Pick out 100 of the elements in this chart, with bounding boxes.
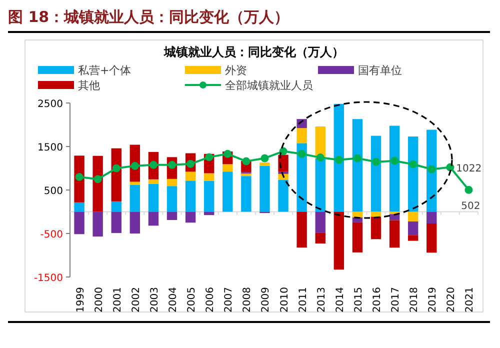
bar xyxy=(130,182,140,185)
x-tick-label: 1999 xyxy=(75,287,86,312)
point xyxy=(205,153,214,162)
x-tick-label: 2015 xyxy=(353,287,364,312)
bar xyxy=(241,176,252,212)
bar xyxy=(92,156,103,212)
legend-label: 其他 xyxy=(78,79,100,92)
x-tick-label: 2011 xyxy=(298,287,309,312)
chart-title: 图 18：城镇就业人员：同比变化（万人） xyxy=(8,8,290,26)
bar xyxy=(185,180,196,212)
bar xyxy=(408,235,418,241)
point xyxy=(112,164,120,172)
bar xyxy=(296,128,307,144)
point xyxy=(353,154,362,162)
bar xyxy=(222,164,233,172)
bar xyxy=(260,166,270,212)
bar xyxy=(352,222,363,252)
bar xyxy=(148,212,159,226)
legend-label: 外资 xyxy=(225,64,247,77)
bar xyxy=(148,184,159,212)
bar xyxy=(166,212,178,220)
point xyxy=(372,158,380,166)
bar xyxy=(389,126,400,212)
bar xyxy=(296,119,307,128)
bar xyxy=(148,179,159,184)
data-label: 1022 xyxy=(456,163,482,174)
point xyxy=(242,157,250,166)
bar xyxy=(408,136,418,212)
bar xyxy=(204,173,214,181)
x-tick-label: 2008 xyxy=(242,287,254,312)
x-tick-label: 2013 xyxy=(316,287,328,312)
point xyxy=(260,154,269,162)
y-tick-label: 500 xyxy=(44,186,63,197)
point xyxy=(334,156,343,164)
point xyxy=(130,162,139,170)
x-tick-label: 2014 xyxy=(334,287,346,312)
x-tick-label: 2004 xyxy=(168,287,179,312)
x-tick-label: 2018 xyxy=(409,287,420,312)
bar xyxy=(334,104,344,212)
bar xyxy=(352,119,363,212)
x-tick-label: 2010 xyxy=(279,287,290,312)
data-label: 502 xyxy=(461,200,480,212)
legend-label: 国有单位 xyxy=(358,64,402,77)
bar xyxy=(260,162,270,166)
x-tick-label: 2002 xyxy=(130,287,142,312)
point xyxy=(75,172,84,181)
bar xyxy=(296,143,307,212)
x-tick-label: 2017 xyxy=(390,287,402,312)
point xyxy=(409,160,418,168)
bar xyxy=(278,180,288,212)
bar xyxy=(426,223,437,253)
y-tick-label: 1500 xyxy=(38,142,63,154)
point xyxy=(316,154,324,162)
bar xyxy=(166,186,178,212)
bar xyxy=(296,212,307,248)
bar xyxy=(408,221,418,236)
bar xyxy=(278,154,288,172)
y-tick-label: -1500 xyxy=(34,273,63,284)
bar xyxy=(334,212,344,270)
chart-subtitle: 城镇就业人员：同比变化（万人） xyxy=(163,45,344,59)
bar xyxy=(74,212,84,234)
bar xyxy=(315,232,326,244)
x-tick-label: 2009 xyxy=(260,287,272,312)
bar xyxy=(389,220,400,248)
x-tick-label: 2001 xyxy=(112,287,124,312)
bar xyxy=(370,212,382,217)
x-tick-label: 2005 xyxy=(186,287,198,312)
bar xyxy=(370,216,382,240)
y-tick-label: -500 xyxy=(40,230,63,240)
x-tick-label: 2020 xyxy=(446,287,458,312)
point xyxy=(390,156,399,165)
bar xyxy=(408,212,418,222)
legend-label: 全部城镇就业人员 xyxy=(225,79,313,92)
x-tick-label: 2021 xyxy=(464,287,476,312)
x-tick-label: 2003 xyxy=(149,287,160,312)
y-tick-label: 2500 xyxy=(38,99,63,110)
bar xyxy=(74,202,84,212)
x-tick-label: 2000 xyxy=(94,287,105,312)
bar xyxy=(426,212,437,224)
bar xyxy=(185,212,196,223)
x-tick-label: 2006 xyxy=(205,287,216,312)
legend-label: 私营+个体 xyxy=(78,64,132,77)
bar xyxy=(241,173,252,176)
bar xyxy=(92,212,103,237)
x-tick-label: 2016 xyxy=(372,287,383,312)
bar xyxy=(111,212,122,234)
bar xyxy=(185,172,196,181)
point xyxy=(94,175,102,184)
point xyxy=(428,165,436,174)
x-tick-label: 2019 xyxy=(428,287,439,312)
x-tick-label: 2007 xyxy=(224,287,235,312)
bar xyxy=(315,212,326,233)
bar xyxy=(111,201,122,212)
bar xyxy=(111,148,122,202)
bar xyxy=(222,172,233,212)
bar xyxy=(166,178,178,186)
point xyxy=(298,150,306,158)
bar xyxy=(204,180,214,212)
bar xyxy=(130,184,140,212)
bar xyxy=(130,212,140,234)
